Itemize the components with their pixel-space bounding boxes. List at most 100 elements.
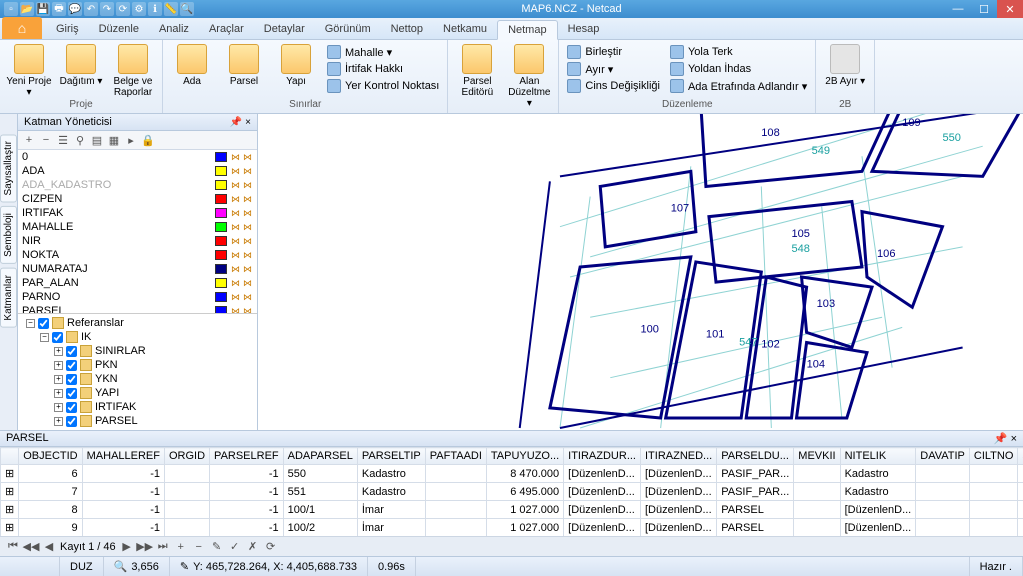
lock-icon[interactable]: 🔒	[141, 133, 155, 147]
qat-open-icon[interactable]: 📂	[20, 2, 34, 16]
layer-row[interactable]: PARSEL⋈⋈	[18, 304, 257, 313]
layer-row[interactable]: IRTIFAK⋈⋈	[18, 206, 257, 220]
prev-record-icon[interactable]: ◀	[42, 540, 56, 554]
grid-navigator[interactable]: ⏮ ◀◀ ◀ Kayıt 1 / 46 ▶ ▶▶ ⏭ + − ✎ ✓ ✗ ⟳	[0, 536, 1023, 556]
menu-tab[interactable]: Düzenle	[89, 20, 149, 39]
tree-node[interactable]: +IRTIFAK	[26, 400, 255, 414]
table-row[interactable]: ⊞7-1-1551Kadastro6 495.000[DüzenlenD...[…	[1, 483, 1023, 501]
menu-tab[interactable]: Görünüm	[315, 20, 381, 39]
tree-checkbox[interactable]	[66, 374, 77, 385]
tree-checkbox[interactable]	[66, 346, 77, 357]
menu-tab[interactable]: Giriş	[46, 20, 89, 39]
yola-terk-button[interactable]: Yola Terk	[668, 44, 809, 60]
cancel-icon[interactable]: ✗	[246, 540, 260, 554]
layer-row[interactable]: ADA_KADASTRO⋈⋈	[18, 178, 257, 192]
minimize-button[interactable]: —	[945, 0, 971, 18]
tree-checkbox[interactable]	[66, 402, 77, 413]
menu-tab[interactable]: Araçlar	[199, 20, 254, 39]
menu-tab[interactable]: Netmap	[497, 20, 558, 40]
commit-icon[interactable]: ✓	[228, 540, 242, 554]
side-tab[interactable]: Katmanlar	[0, 268, 17, 328]
add-layer-icon[interactable]: +	[22, 133, 36, 147]
grid-controls[interactable]: 📌 ×	[994, 432, 1017, 445]
docs-reports-button[interactable]: Belge ve Raporlar	[110, 42, 156, 98]
tree-checkbox[interactable]	[52, 332, 63, 343]
parsel-button[interactable]: Parsel	[221, 42, 267, 87]
column-header[interactable]: PARSELTIP	[357, 448, 425, 465]
layer-tool-icon[interactable]: ⚲	[73, 133, 87, 147]
next-page-icon[interactable]: ▶▶	[138, 540, 152, 554]
layer-row[interactable]: CIZPEN⋈⋈	[18, 192, 257, 206]
parsel-editor-button[interactable]: Parsel Editörü	[454, 42, 500, 98]
layer-tool-icon[interactable]: ▦	[107, 133, 121, 147]
qat-undo-icon[interactable]: ↶	[84, 2, 98, 16]
tree-node[interactable]: +PKN	[26, 358, 255, 372]
qat-refresh-icon[interactable]: ⟳	[116, 2, 130, 16]
column-header[interactable]: PARSELREF	[210, 448, 284, 465]
next-record-icon[interactable]: ▶	[120, 540, 134, 554]
delete-record-icon[interactable]: −	[192, 540, 206, 554]
alan-duzeltme-button[interactable]: Alan Düzeltme ▾	[506, 42, 552, 109]
qat-redo-icon[interactable]: ↷	[100, 2, 114, 16]
column-header[interactable]: CILTNO	[969, 448, 1018, 465]
column-header[interactable]: PAFTAADI	[425, 448, 486, 465]
layer-row[interactable]: NUMARATAJ⋈⋈	[18, 262, 257, 276]
table-row[interactable]: ⊞8-1-1100/1İmar1 027.000[DüzenlenD...[Dü…	[1, 501, 1023, 519]
tree-node[interactable]: +YKN	[26, 372, 255, 386]
app-button[interactable]: ⌂	[2, 17, 42, 39]
first-record-icon[interactable]: ⏮	[6, 540, 20, 554]
menu-tab[interactable]: Hesap	[558, 20, 610, 39]
column-header[interactable]: ADAPARSEL	[283, 448, 357, 465]
column-header[interactable]: ORGID	[164, 448, 209, 465]
prev-page-icon[interactable]: ◀◀	[24, 540, 38, 554]
side-tab[interactable]: Sayısallaştır	[0, 134, 17, 202]
column-header[interactable]: NITELIK	[840, 448, 916, 465]
qat-save-icon[interactable]: 💾	[36, 2, 50, 16]
birlestir-button[interactable]: Birleştir	[565, 44, 662, 60]
refresh-grid-icon[interactable]: ⟳	[264, 540, 278, 554]
qat-search-icon[interactable]: 🔍	[180, 2, 194, 16]
mahalle-button[interactable]: Mahalle ▾	[325, 44, 441, 60]
menu-tab[interactable]: Netkamu	[433, 20, 497, 39]
2b-ayir-button[interactable]: 2B Ayır ▾	[822, 42, 868, 87]
menu-tab[interactable]: Detaylar	[254, 20, 315, 39]
tree-checkbox[interactable]	[38, 318, 49, 329]
layer-row[interactable]: PAR_ALAN⋈⋈	[18, 276, 257, 290]
layer-row[interactable]: NOKTA⋈⋈	[18, 248, 257, 262]
layer-list[interactable]: 0⋈⋈ADA⋈⋈ADA_KADASTRO⋈⋈CIZPEN⋈⋈IRTIFAK⋈⋈M…	[18, 150, 257, 313]
ayir-button[interactable]: Ayır ▾	[565, 61, 662, 77]
table-row[interactable]: ⊞9-1-1100/2İmar1 027.000[DüzenlenD...[Dü…	[1, 519, 1023, 537]
close-button[interactable]: ✕	[997, 0, 1023, 18]
qat-settings-icon[interactable]: ⚙	[132, 2, 146, 16]
side-tab[interactable]: Semboloji	[0, 206, 17, 264]
qat-comment-icon[interactable]: 💬	[68, 2, 82, 16]
yapi-button[interactable]: Yapı	[273, 42, 319, 87]
column-header[interactable]: MEVKII	[794, 448, 840, 465]
tree-node[interactable]: +PARSEL	[26, 414, 255, 428]
menu-tab[interactable]: Nettop	[381, 20, 433, 39]
tree-node[interactable]: +SINIRLAR	[26, 344, 255, 358]
layer-row[interactable]: 0⋈⋈	[18, 150, 257, 164]
table-row[interactable]: ⊞6-1-1550Kadastro8 470.000[DüzenlenD...[…	[1, 465, 1023, 483]
column-header[interactable]: ITIRAZDUR...	[564, 448, 641, 465]
tree-checkbox[interactable]	[66, 388, 77, 399]
distribution-button[interactable]: Dağıtım ▾	[58, 42, 104, 87]
last-record-icon[interactable]: ⏭	[156, 540, 170, 554]
remove-layer-icon[interactable]: −	[39, 133, 53, 147]
column-header[interactable]: TAPUYUZO...	[486, 448, 563, 465]
qat-print-icon[interactable]: 🖶	[52, 2, 66, 16]
column-header[interactable]: ITIRAZNED...	[641, 448, 717, 465]
reference-tree[interactable]: −Referanslar −IK +SINIRLAR+PKN+YKN+YAPI+…	[18, 313, 257, 430]
layer-row[interactable]: ADA⋈⋈	[18, 164, 257, 178]
qat-info-icon[interactable]: ℹ	[148, 2, 162, 16]
map-canvas[interactable]: 1071085491095501051061001011021031045475…	[258, 114, 1023, 430]
column-header[interactable]: PARSELDU...	[717, 448, 794, 465]
column-header[interactable]: SAYFANO	[1018, 448, 1023, 465]
layer-tool-icon[interactable]: ☰	[56, 133, 70, 147]
collapse-icon[interactable]: ▸	[124, 133, 138, 147]
column-header[interactable]: MAHALLEREF	[82, 448, 164, 465]
tree-checkbox[interactable]	[66, 360, 77, 371]
ada-button[interactable]: Ada	[169, 42, 215, 87]
layer-row[interactable]: PARNO⋈⋈	[18, 290, 257, 304]
cins-degisikligi-button[interactable]: Cins Değişikliği	[565, 78, 662, 94]
